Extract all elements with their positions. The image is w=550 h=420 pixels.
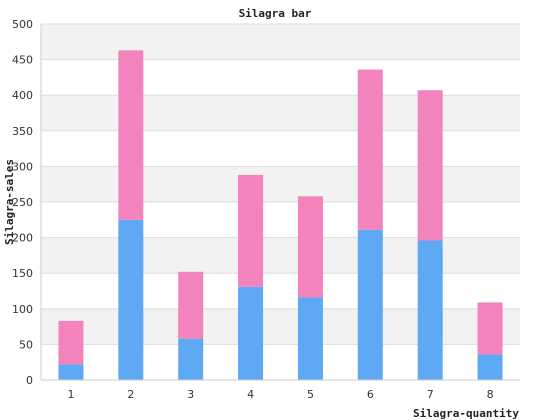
x-tick-label: 4 (247, 388, 254, 401)
bar-segment-series-1 (58, 364, 84, 380)
bar-segment-series-2 (417, 90, 443, 241)
plot-band (41, 273, 520, 309)
bar-segment-series-2 (58, 320, 84, 365)
plot-band (41, 166, 520, 202)
axes (40, 24, 520, 381)
bar-segment-series-2 (357, 69, 383, 230)
y-tick-label: 500 (12, 18, 33, 31)
plot-band (41, 130, 520, 167)
bar-segment-series-1 (417, 240, 443, 380)
y-tick-label: 400 (12, 89, 33, 102)
plot-band (41, 344, 520, 380)
y-tick-label: 250 (12, 196, 33, 209)
bar-segment-series-1 (118, 219, 144, 380)
bar-segment-series-2 (118, 50, 144, 220)
plot-band (41, 59, 520, 96)
plot-band (41, 237, 520, 274)
bar-segment-series-1 (477, 354, 503, 380)
x-axis-label: Silagra-quantity (413, 407, 519, 420)
x-tick-label: 7 (427, 388, 434, 401)
x-tick-label: 6 (367, 388, 374, 401)
y-tick-label: 100 (12, 303, 33, 316)
bar-segment-series-2 (178, 271, 204, 339)
y-tick-label: 200 (12, 232, 33, 245)
bar-segment-series-1 (297, 297, 323, 380)
plot-band (41, 308, 520, 345)
y-tick-label: 300 (12, 160, 33, 173)
plot-band (41, 95, 520, 131)
plot-band (41, 202, 520, 238)
x-tick-label: 8 (487, 388, 494, 401)
y-tick-labels: 0 50 100 150 200 250 300 350 400 450 500 (12, 18, 33, 387)
bar-segment-series-1 (178, 338, 204, 380)
chart-title: Silagra bar (239, 7, 312, 20)
bar-segment-series-2 (477, 302, 503, 355)
plot-band (41, 24, 520, 60)
bars (58, 50, 503, 380)
bar-segment-series-2 (297, 196, 323, 298)
bar-segment-series-1 (357, 229, 383, 380)
x-tick-label: 3 (187, 388, 194, 401)
y-tick-label: 50 (19, 338, 33, 351)
y-tick-label: 450 (12, 54, 33, 67)
bar-segment-series-1 (238, 286, 264, 380)
x-tick-labels: 1 2 3 4 5 6 7 8 (67, 388, 493, 401)
y-tick-label: 150 (12, 267, 33, 280)
y-axis-label: Silagra-sales (3, 159, 16, 245)
bar-segment-series-2 (238, 174, 264, 287)
x-tick-label: 5 (307, 388, 314, 401)
x-tick-label: 1 (67, 388, 74, 401)
x-tick-label: 2 (127, 388, 134, 401)
y-tick-label: 350 (12, 125, 33, 138)
y-tick-label: 0 (26, 374, 33, 387)
